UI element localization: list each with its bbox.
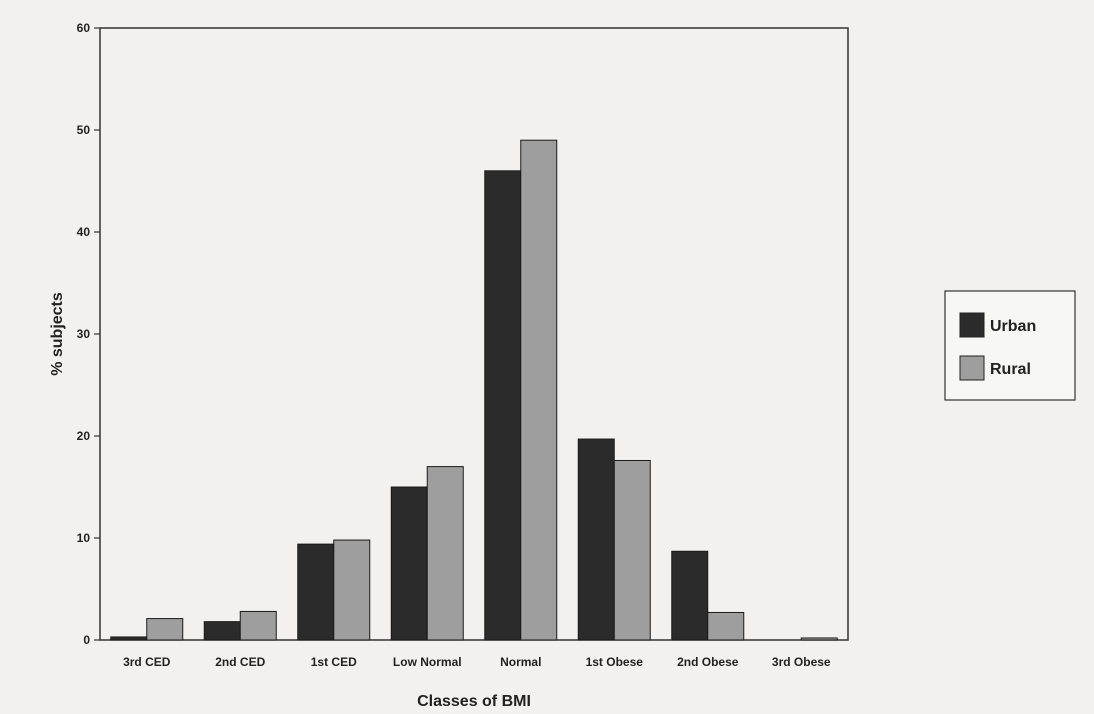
- bars: [110, 139, 838, 641]
- x-tick-label: 1st CED: [311, 655, 357, 669]
- bar-urban-1: [203, 621, 241, 641]
- y-tick-label: 50: [77, 123, 91, 137]
- legend: Urban Rural: [944, 290, 1076, 401]
- x-axis-title: Classes of BMI: [417, 693, 531, 710]
- y-tick-label: 60: [77, 21, 91, 35]
- legend-label-urban: Urban: [990, 318, 1036, 335]
- x-tick-label: 2nd CED: [215, 655, 265, 669]
- x-tick-label: 3rd Obese: [772, 655, 831, 669]
- legend-box: [944, 290, 1076, 401]
- bar-urban-2: [297, 543, 335, 641]
- x-tick-label: Normal: [500, 655, 541, 669]
- y-tick-label: 30: [77, 327, 91, 341]
- legend-label-rural: Rural: [990, 361, 1031, 378]
- x-tick-label: Low Normal: [393, 655, 462, 669]
- bar-rural-4: [520, 139, 558, 641]
- y-tick-label: 20: [77, 429, 91, 443]
- y-tick-label: 0: [83, 633, 90, 647]
- bar-rural-6: [707, 611, 745, 641]
- bar-urban-6: [671, 550, 709, 641]
- bar-urban-4: [484, 170, 522, 641]
- bar-rural-3: [426, 466, 464, 641]
- y-tick-label: 40: [77, 225, 91, 239]
- x-tick-label: 1st Obese: [586, 655, 644, 669]
- y-tick-label: 10: [77, 531, 91, 545]
- bar-rural-1: [239, 610, 277, 641]
- bar-rural-0: [146, 618, 184, 641]
- x-axis: 3rd CED 2nd CED 1st CED Low Normal Normal 1st…: [123, 655, 831, 669]
- legend-swatch-urban: [959, 312, 985, 338]
- x-tick-label: 3rd CED: [123, 655, 171, 669]
- bar-rural-2: [333, 539, 371, 641]
- bar-rural-5: [613, 459, 651, 641]
- bar-urban-3: [390, 486, 428, 641]
- y-axis: 0 10 20 30 40 50 60: [77, 21, 100, 647]
- legend-swatch-rural: [959, 355, 985, 381]
- x-tick-label: 2nd Obese: [677, 655, 739, 669]
- bar-urban-0: [110, 636, 148, 641]
- plot-frame: [99, 27, 849, 641]
- bar-urban-5: [577, 438, 615, 641]
- bar-rural-7: [800, 637, 838, 641]
- y-axis-title: % subjects: [49, 292, 66, 376]
